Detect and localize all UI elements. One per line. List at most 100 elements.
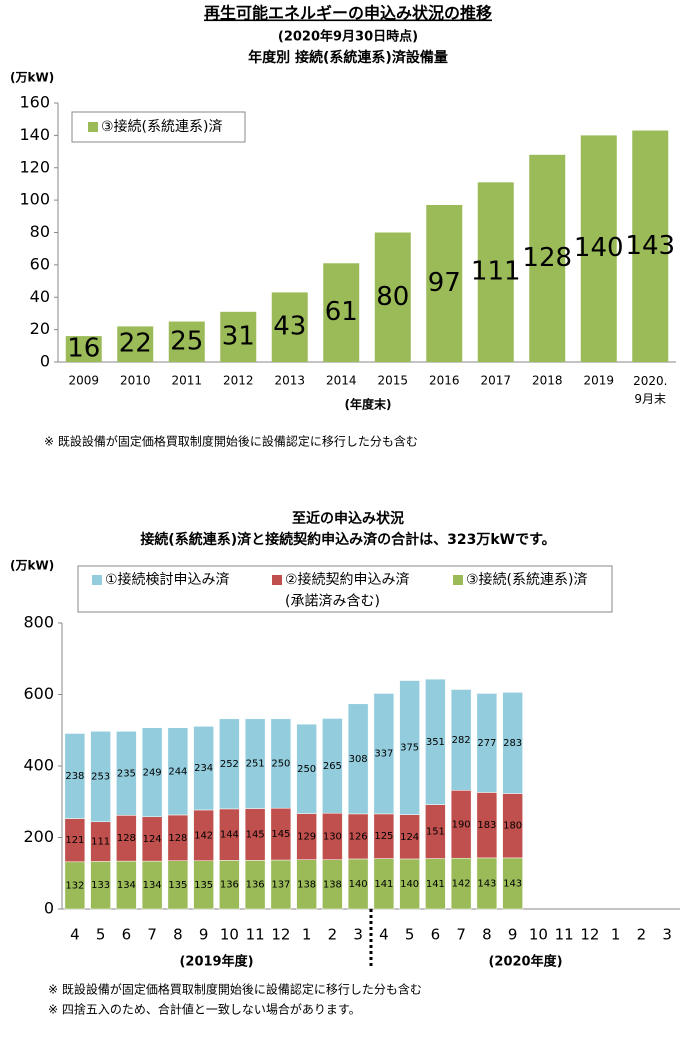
y-tick-label: 60 <box>30 254 50 273</box>
value-label: 143 <box>625 231 675 261</box>
x-tick-label: 3 <box>662 926 672 944</box>
value-label: 140 <box>574 233 624 263</box>
value-label: 282 <box>452 735 471 746</box>
bar <box>220 311 257 362</box>
x-tick-label: 12 <box>580 926 599 944</box>
bar <box>374 232 411 362</box>
value-label: 145 <box>271 829 290 840</box>
value-label: 16 <box>67 334 100 364</box>
bar-segment <box>64 733 86 819</box>
legend-swatch <box>272 575 282 585</box>
bar <box>65 336 102 362</box>
chart-title: 至近の申込み状況 <box>292 510 404 527</box>
x-tick-label: 2017 <box>480 374 511 388</box>
value-label: 141 <box>426 879 445 890</box>
y-tick-label: 120 <box>19 157 50 176</box>
value-label: 265 <box>323 761 342 772</box>
legend-swatch <box>92 575 102 585</box>
bar-segment <box>167 727 189 816</box>
value-label: 337 <box>374 749 393 760</box>
note: ※ 四捨五入のため、合計値と一致しない場合があります。 <box>48 1002 361 1017</box>
x-tick-label: 6 <box>122 926 132 944</box>
value-label: 25 <box>170 326 203 356</box>
bar-segment <box>296 723 317 814</box>
x-tick-label: 8 <box>482 926 492 944</box>
bar-segment <box>116 731 137 816</box>
value-label: 252 <box>220 759 239 770</box>
legend-swatch <box>453 575 463 585</box>
x-tick-label: 9 <box>508 926 518 944</box>
value-label: 128 <box>522 243 572 273</box>
value-label: 135 <box>168 880 187 891</box>
x-tick-label: 4 <box>70 926 80 944</box>
legend-box <box>77 565 613 613</box>
value-label: 132 <box>65 880 84 891</box>
value-label: 135 <box>194 880 213 891</box>
x-tick-label: 11 <box>555 926 574 944</box>
chart-subtitle: 接続(系統連系)済と接続契約申込み済の合計は、323万kWです。 <box>140 531 555 548</box>
y-tick-label: 200 <box>23 827 54 846</box>
x-axis-label: (年度末) <box>345 397 392 412</box>
x-tick-label: 3 <box>353 926 363 944</box>
x-tick-label: 4 <box>379 926 389 944</box>
value-label: 144 <box>220 830 239 841</box>
value-label: 137 <box>271 880 290 891</box>
group-label: (2019年度) <box>179 954 253 970</box>
value-label: 125 <box>374 831 393 842</box>
page-title: 再生可能エネルギーの申込み状況の推移 <box>204 4 492 23</box>
value-label: 138 <box>323 879 342 890</box>
y-tick-label: 800 <box>23 613 54 632</box>
value-label: 129 <box>297 832 316 843</box>
value-label: 250 <box>297 764 316 775</box>
bar-segment <box>450 689 472 791</box>
bar <box>168 321 205 362</box>
value-label: 61 <box>325 297 358 327</box>
bar <box>323 263 360 362</box>
value-label: 277 <box>477 738 496 749</box>
text-line: ②接続契約申込み済 <box>285 571 410 588</box>
x-tick-label: 2 <box>637 926 647 944</box>
value-label: 121 <box>65 835 84 846</box>
bar <box>529 154 566 362</box>
text-line: 2020. <box>633 374 667 388</box>
value-label: 138 <box>297 879 316 890</box>
y-tick-label: 40 <box>30 287 50 306</box>
value-label: 111 <box>471 257 521 287</box>
value-label: 31 <box>222 321 255 351</box>
x-tick-label: 6 <box>431 926 441 944</box>
value-label: 141 <box>374 879 393 890</box>
value-label: 133 <box>91 880 110 891</box>
value-label: 43 <box>273 312 306 342</box>
y-tick-label: 600 <box>23 684 54 703</box>
y-tick-label: 80 <box>30 222 50 241</box>
y-tick-label: 20 <box>30 319 50 338</box>
value-label: 145 <box>246 829 265 840</box>
x-tick-label: 12 <box>271 926 290 944</box>
value-label: 80 <box>376 282 409 312</box>
value-label: 151 <box>426 827 445 838</box>
value-label: 142 <box>452 879 471 890</box>
value-label: 140 <box>400 879 419 890</box>
bar-segment <box>502 692 523 794</box>
x-tick-label: 9 <box>199 926 209 944</box>
value-label: 134 <box>117 880 136 891</box>
value-label: 97 <box>428 268 461 298</box>
value-label: 238 <box>65 771 84 782</box>
legend-label: ②接続契約申込み済 (承諾済み含む) <box>285 571 410 610</box>
bar-segment <box>425 678 446 805</box>
value-label: 111 <box>91 837 110 848</box>
x-tick-label: 2 <box>328 926 338 944</box>
y-tick-label: 400 <box>23 756 54 775</box>
value-label: 143 <box>477 878 496 889</box>
legend-swatch <box>88 122 98 132</box>
x-tick-label: 10 <box>529 926 548 944</box>
y-tick-label: 160 <box>19 93 50 112</box>
y-axis-label: (万kW) <box>10 71 54 85</box>
value-label: 180 <box>503 821 522 832</box>
value-label: 124 <box>143 834 162 845</box>
legend-label: ③接続(系統連系)済 <box>101 118 222 135</box>
value-label: 128 <box>168 833 187 844</box>
value-label: 183 <box>477 820 496 831</box>
value-label: 375 <box>400 743 419 754</box>
x-tick-label: 2015 <box>377 374 408 388</box>
